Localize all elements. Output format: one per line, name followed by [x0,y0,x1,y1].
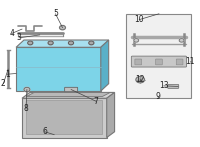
Circle shape [179,39,184,42]
Circle shape [48,41,53,45]
Circle shape [28,41,33,45]
Text: 10: 10 [134,15,144,24]
Polygon shape [16,40,109,47]
Polygon shape [101,40,109,91]
FancyBboxPatch shape [131,56,186,67]
Text: 13: 13 [159,81,169,90]
Circle shape [68,41,74,45]
Polygon shape [16,47,101,91]
Text: 12: 12 [135,75,145,84]
Polygon shape [26,92,110,97]
Text: 6: 6 [42,127,47,136]
FancyBboxPatch shape [65,87,78,92]
Text: 7: 7 [93,97,98,106]
Text: 8: 8 [24,104,28,113]
Polygon shape [22,92,115,98]
Text: 3: 3 [17,33,21,42]
Circle shape [136,76,145,83]
FancyBboxPatch shape [126,14,191,98]
Text: 11: 11 [186,57,195,66]
Text: 1: 1 [5,70,10,79]
Text: 9: 9 [155,92,160,101]
Circle shape [134,39,139,42]
Circle shape [138,78,142,81]
Text: 2: 2 [1,79,6,88]
FancyBboxPatch shape [135,59,142,65]
Circle shape [89,41,94,45]
FancyBboxPatch shape [176,59,183,65]
Text: 5: 5 [53,9,58,18]
Polygon shape [107,92,115,138]
Text: 4: 4 [9,29,14,38]
FancyBboxPatch shape [26,100,102,134]
Circle shape [60,25,65,30]
FancyBboxPatch shape [156,59,162,65]
Circle shape [24,87,30,92]
FancyBboxPatch shape [168,85,179,88]
Polygon shape [22,98,107,138]
